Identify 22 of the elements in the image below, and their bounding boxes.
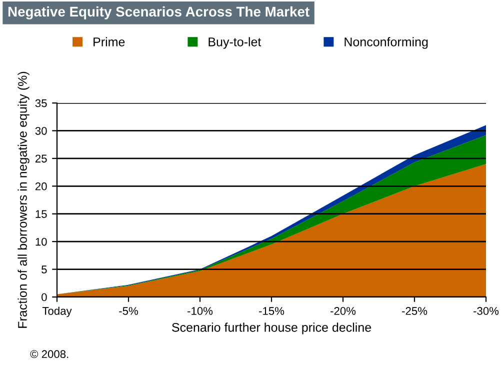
y-tick-label: 10	[36, 238, 47, 246]
x-tick-label: Today	[42, 306, 72, 318]
chart-title: Negative Equity Scenarios Across The Market	[8, 6, 310, 20]
y-tick-label: 15	[36, 210, 47, 218]
y-tick-label: 0	[42, 293, 47, 302]
y-tick-label: 25	[35, 154, 47, 163]
text: © 2008.	[30, 350, 68, 358]
x-tick-label: -30%	[474, 307, 499, 315]
x-tick-label: -25%	[402, 307, 428, 315]
x-axis-title: Scenario further house price decline	[172, 322, 372, 334]
x-tick-label: -15%	[259, 307, 284, 315]
y-tick-label: 5	[42, 266, 47, 274]
legend-label: Nonconforming	[344, 37, 428, 49]
y-tick-label: 30	[35, 126, 47, 135]
x-tick-label: -5%	[119, 307, 138, 315]
legend-label: Prime	[94, 37, 125, 46]
y-tick-label: 35	[35, 99, 47, 108]
y-tick-label: 20	[35, 182, 47, 190]
x-tick-label: -10%	[188, 307, 213, 315]
legend-label: Buy-to-let	[208, 37, 262, 49]
y-axis-title: Fraction of all borrowers in negative equity (%)	[18, 72, 30, 328]
x-tick-label: -20%	[330, 307, 356, 315]
